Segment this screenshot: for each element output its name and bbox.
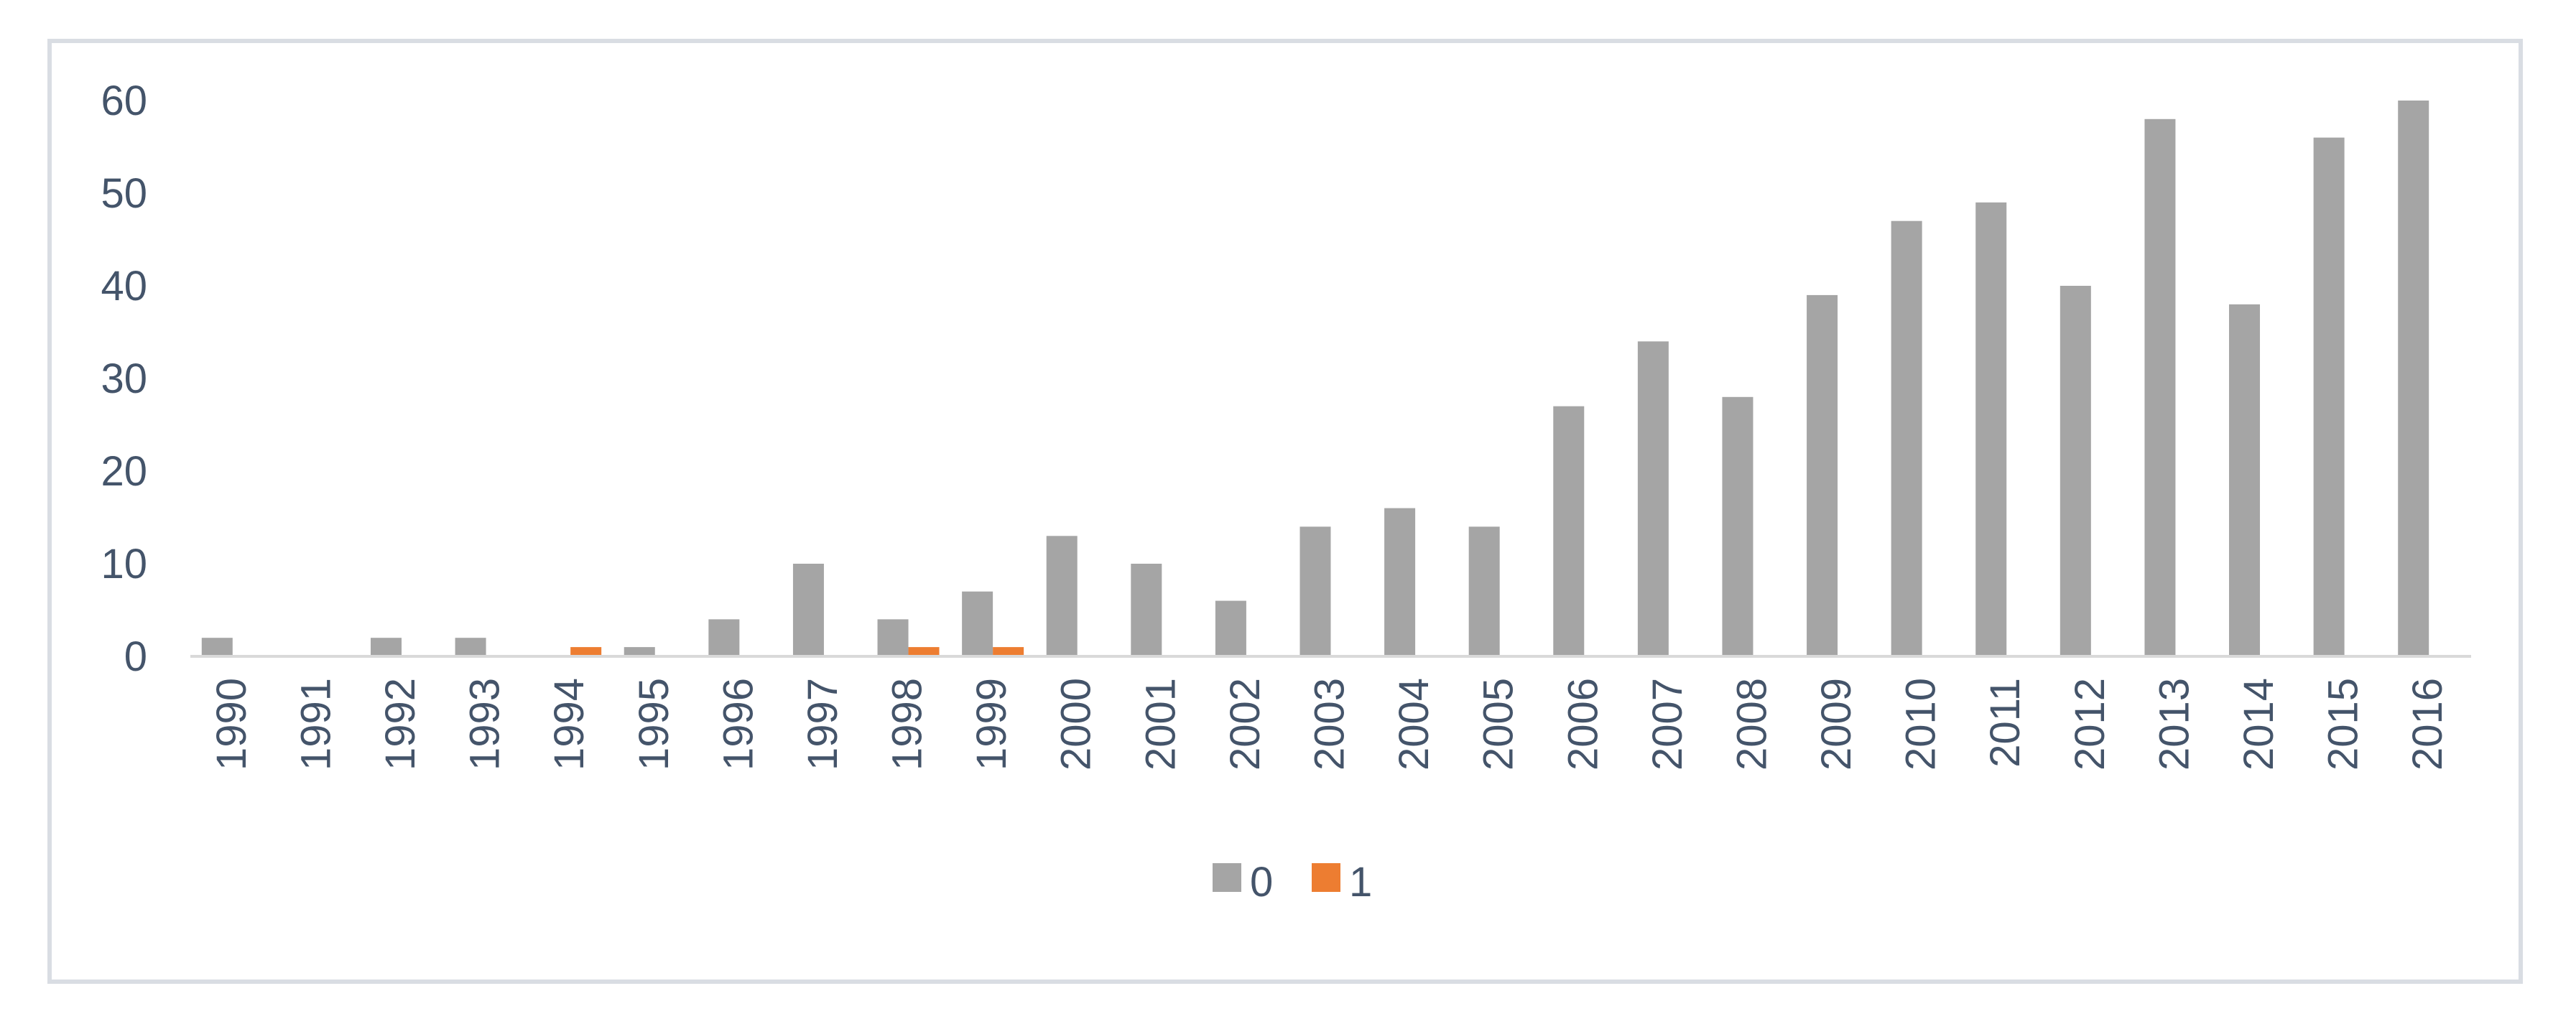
x-tick-label: 2008: [1728, 678, 1775, 771]
x-tick-label: 1994: [546, 678, 593, 771]
bar-series-1-1994: [570, 647, 602, 656]
y-tick-label: 60: [101, 78, 147, 124]
bar-series-0-2010: [1891, 220, 1922, 656]
x-tick-label: 2001: [1137, 678, 1184, 771]
y-tick-label: 10: [101, 541, 147, 587]
legend-label-1: 1: [1349, 859, 1372, 906]
bar-series-0-1992: [370, 638, 402, 656]
bar-series-0-2001: [1131, 564, 1162, 656]
y-tick-label: 30: [101, 355, 147, 402]
x-tick-label: 2012: [2067, 678, 2113, 771]
y-tick-label: 40: [101, 263, 147, 310]
x-tick-label: 2007: [1644, 678, 1691, 771]
bar-series-0-1998: [877, 619, 909, 656]
y-tick-label: 50: [101, 170, 147, 217]
bars: [201, 101, 2429, 657]
bar-series-0-1990: [201, 638, 233, 656]
x-tick-label: 1992: [377, 678, 424, 771]
x-tick-label: 2015: [2320, 678, 2367, 771]
bar-series-0-2000: [1046, 536, 1078, 656]
x-tick-label: 1995: [631, 678, 677, 771]
x-tick-label: 2003: [1307, 678, 1353, 771]
x-tick-label: 1990: [208, 678, 255, 771]
x-tick-label: 1997: [800, 678, 846, 771]
x-tick-label: 2010: [1898, 678, 1945, 771]
x-tick-label: 2011: [1982, 678, 2029, 768]
x-tick-label: 2014: [2236, 678, 2282, 771]
y-tick-label: 0: [124, 633, 147, 680]
bar-series-0-2011: [1975, 202, 2007, 656]
x-tick-label: 2000: [1053, 678, 1100, 771]
legend-swatch-1: [1312, 863, 1340, 892]
x-tick-label: 2002: [1222, 678, 1269, 771]
x-axis-ticks: 1990 1991 1992 1993 1994 1995 1996 1997 1998 1999…: [208, 678, 2451, 771]
x-tick-label: 2005: [1475, 678, 1522, 771]
x-tick-label: 1998: [884, 678, 931, 771]
bar-series-0-1995: [624, 647, 655, 656]
x-tick-label: 2009: [1813, 678, 1860, 771]
bar-series-0-2008: [1722, 396, 1753, 656]
bar-series-1-1998: [908, 647, 940, 656]
legend-label-0: 0: [1250, 859, 1273, 906]
bar-series-0-2009: [1807, 294, 1838, 656]
bar-series-0-2005: [1468, 526, 1500, 656]
x-tick-label: 1999: [968, 678, 1015, 771]
x-tick-label: 2006: [1560, 678, 1606, 771]
x-tick-label: 2013: [2151, 678, 2197, 771]
x-tick-label: 2004: [1391, 678, 1437, 771]
chart-frame: [47, 39, 2523, 984]
bar-series-0-2003: [1299, 526, 1331, 656]
y-axis-ticks: 0 10 20 30 40 50 60: [101, 78, 147, 680]
bar-series-1-1999: [993, 647, 1024, 656]
bar-series-0-2013: [2144, 118, 2176, 657]
x-tick-label: 1996: [715, 678, 761, 771]
x-tick-label: 1993: [462, 678, 509, 771]
bar-series-0-2004: [1384, 508, 1416, 656]
x-tick-label: 1991: [292, 678, 339, 771]
bar-series-0-1999: [962, 591, 993, 656]
x-tick-label: 2016: [2404, 678, 2451, 771]
bar-series-0-2014: [2229, 304, 2261, 656]
bar-series-0-2012: [2060, 286, 2091, 656]
bar-series-0-2006: [1553, 406, 1585, 656]
bar-series-0-1997: [792, 564, 824, 656]
y-tick-label: 20: [101, 448, 147, 495]
bar-series-0-1993: [455, 638, 486, 656]
bar-series-0-2002: [1215, 600, 1246, 656]
bar-series-0-2007: [1637, 341, 1669, 656]
legend-swatch-0: [1213, 863, 1241, 892]
bar-series-0-1996: [708, 619, 740, 656]
bar-series-0-2015: [2313, 137, 2345, 657]
bar-series-0-2016: [2398, 101, 2429, 656]
